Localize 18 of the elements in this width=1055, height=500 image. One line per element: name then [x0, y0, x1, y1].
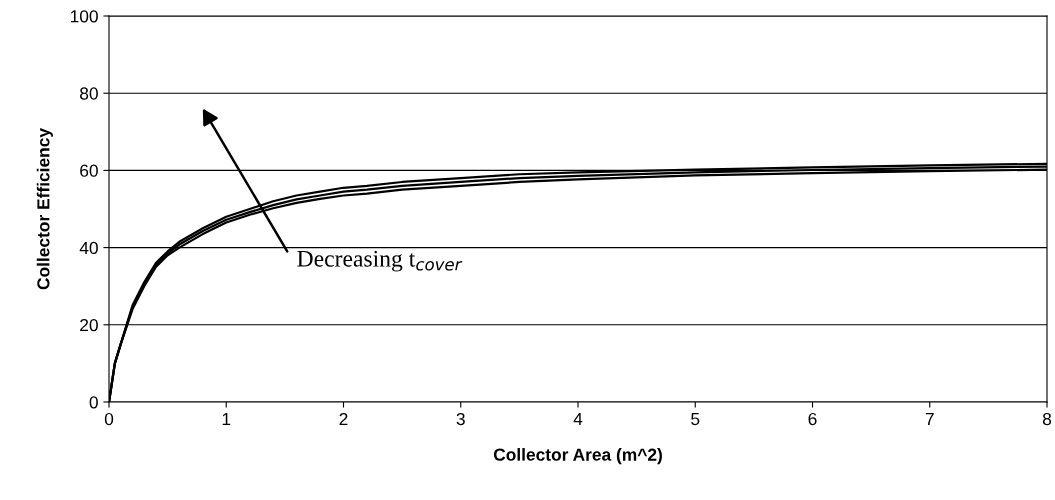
x-tick-label: 8: [1042, 412, 1052, 426]
x-tick-label: 6: [808, 412, 817, 426]
y-tick-label: 0: [89, 396, 98, 409]
x-tick-label: 1: [222, 413, 231, 425]
x-axis-title: Collector Area (m^2): [493, 448, 662, 465]
x-tick-label: 0: [104, 412, 114, 426]
x-tick-label: 7: [925, 413, 934, 425]
annotation: Decreasing t$_{cover}$: [297, 250, 463, 272]
x-tick-label: 3: [456, 412, 465, 426]
y-tick-label: 20: [80, 318, 98, 332]
y-tick-label: 40: [79, 241, 98, 255]
x-tick-label: 2: [339, 412, 348, 425]
x-tick-label: 5: [691, 413, 700, 426]
y-tick-label: 80: [80, 87, 98, 100]
y-axis-title: Collector Efficiency: [36, 128, 53, 290]
x-tick-label: 4: [573, 413, 583, 425]
y-tick-label: 60: [80, 164, 98, 177]
y-tick-label: 100: [70, 10, 98, 23]
